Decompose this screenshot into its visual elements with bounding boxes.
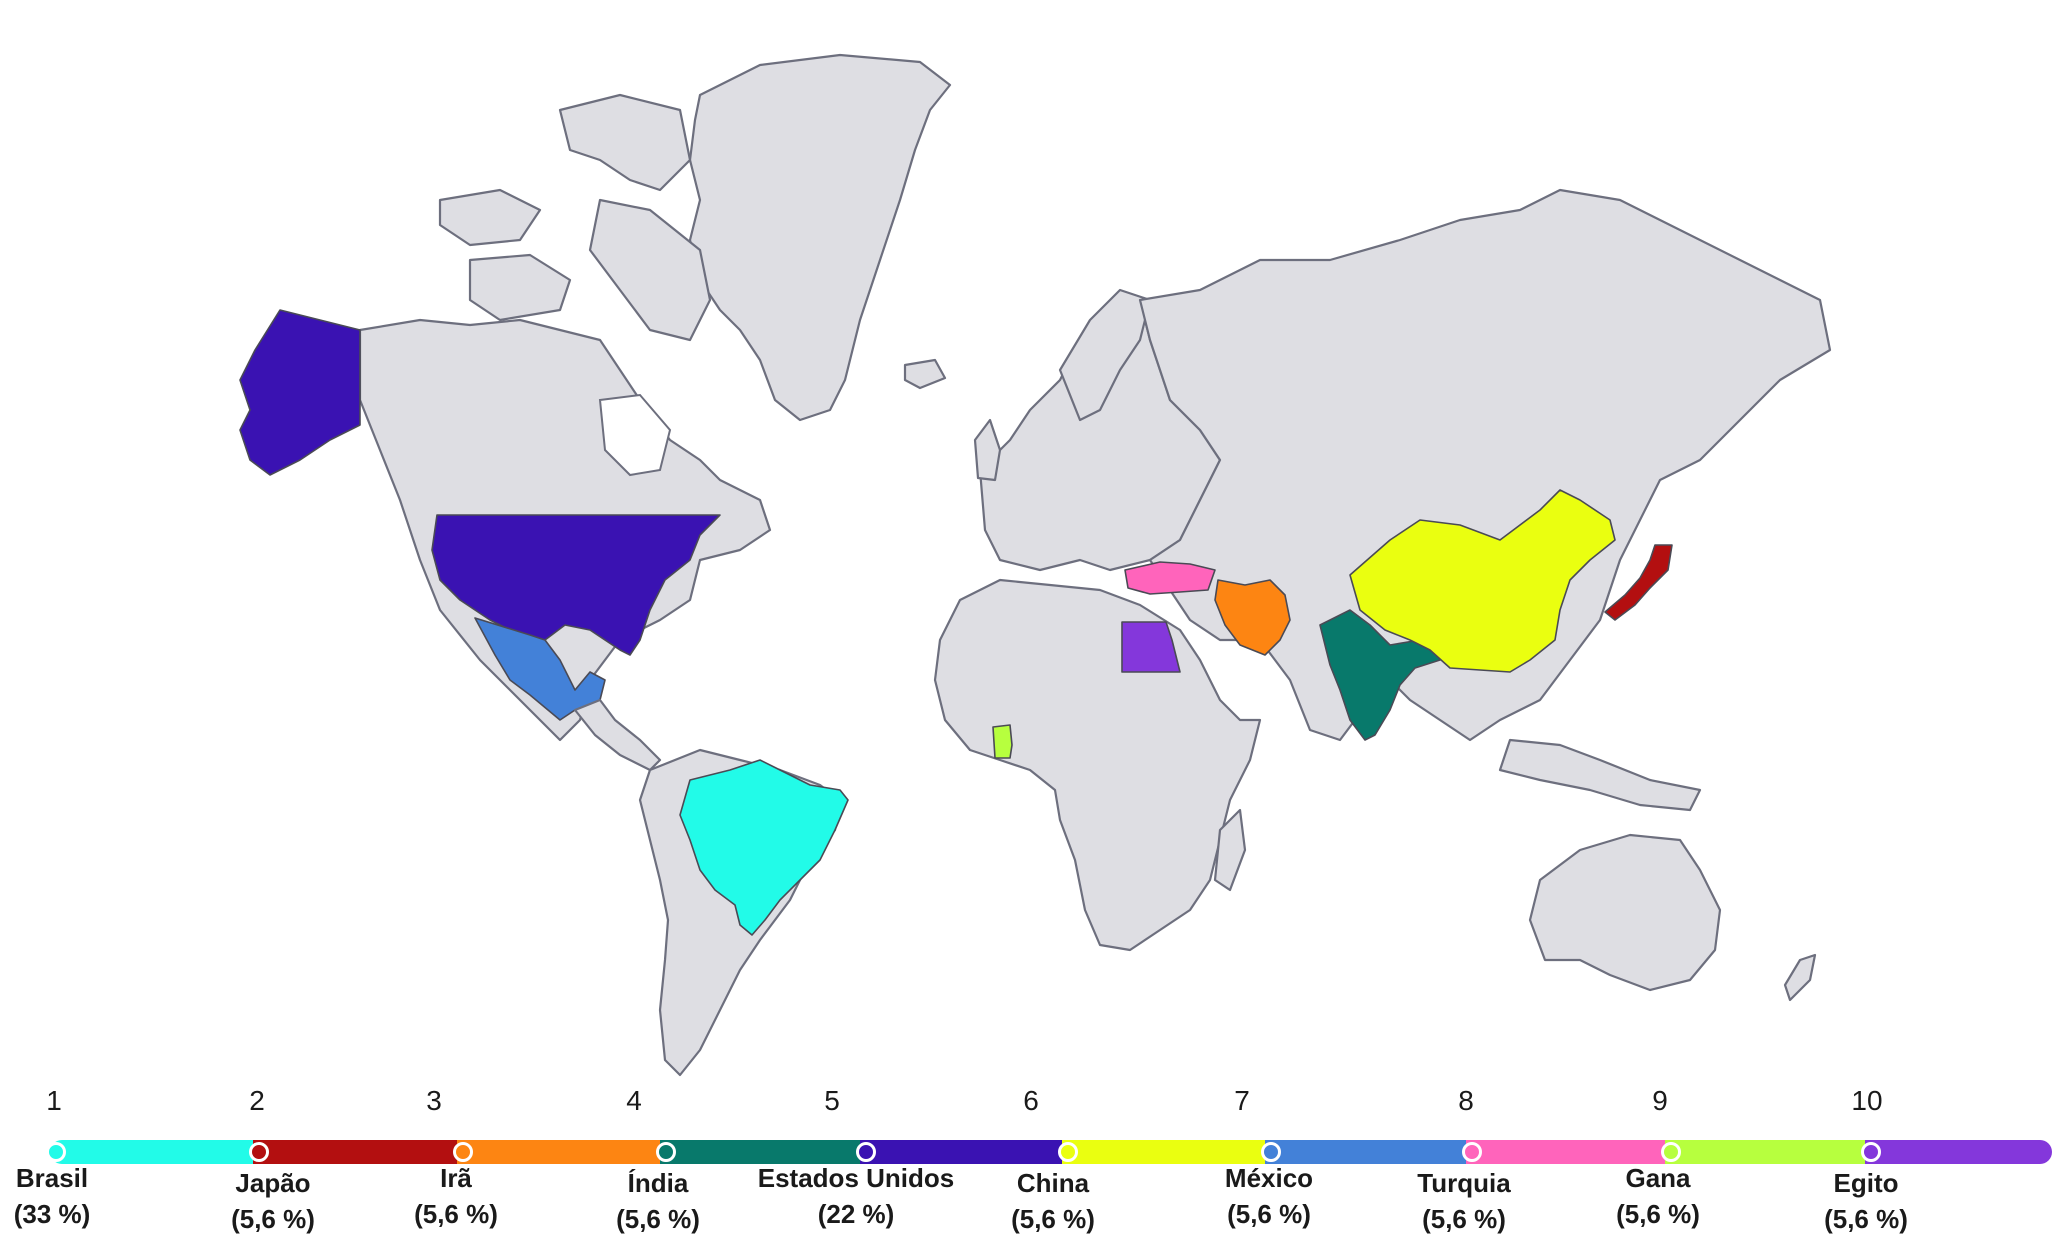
madagascar [1213, 808, 1247, 892]
country-label: México (5,6 %) [1225, 1160, 1313, 1232]
rank-number: 3 [426, 1085, 442, 1116]
country-share: (5,6 %) [616, 1204, 700, 1234]
china-region [1349, 489, 1616, 673]
timeline-segment-9 [1665, 1140, 1865, 1164]
country-name: Estados Unidos [757, 1163, 955, 1193]
uk [973, 418, 1002, 482]
africa [933, 578, 1262, 952]
country-share: (33 %) [13, 1199, 91, 1229]
arctic-islands [558, 93, 692, 192]
baffin-island [588, 198, 712, 342]
country-label: Irã (5,6 %) [414, 1160, 498, 1232]
timeline-segment-8 [1466, 1140, 1665, 1164]
alaska-region [239, 309, 361, 476]
australia [1528, 833, 1722, 992]
rank-number: 9 [1652, 1085, 1668, 1116]
country-name: China [1016, 1168, 1090, 1198]
iran-region [1214, 579, 1291, 656]
rank-number: 1 [46, 1085, 62, 1116]
rank-number: 6 [1023, 1085, 1039, 1116]
central-america [573, 698, 662, 772]
country-name: Japão [235, 1168, 311, 1198]
country-name: Brasil [15, 1163, 89, 1193]
timeline-segment-7 [1265, 1140, 1466, 1164]
country-name: Irã [440, 1163, 472, 1193]
sea-islands [1498, 738, 1702, 812]
iceland [903, 358, 947, 390]
timeline-marker-2 [249, 1142, 269, 1162]
timeline-marker-7 [1261, 1142, 1281, 1162]
rank-number: 8 [1458, 1085, 1474, 1116]
timeline-marker-10 [1861, 1142, 1881, 1162]
timeline-segment-10 [1865, 1140, 2052, 1164]
country-label: Brasil (33 %) [14, 1160, 91, 1232]
timeline-marker-3 [453, 1142, 473, 1162]
new-zealand [1783, 953, 1817, 1002]
timeline-marker-1 [46, 1142, 66, 1162]
country-label: Estados Unidos (22 %) [758, 1160, 954, 1232]
country-name: Turquia [1417, 1168, 1511, 1198]
country-share: (5,6 %) [414, 1199, 498, 1229]
world-map [239, 53, 1832, 1077]
timeline-segment-1 [50, 1140, 253, 1164]
rank-number: 10 [1851, 1085, 1883, 1116]
country-label: Egito (5,6 %) [1824, 1165, 1908, 1237]
timeline-segment-2 [253, 1140, 457, 1164]
country-label: China (5,6 %) [1011, 1165, 1095, 1237]
country-name: Índia [627, 1168, 689, 1198]
country-share: (5,6 %) [1824, 1204, 1908, 1234]
mexico-region [474, 617, 606, 721]
timeline-segment-6 [1062, 1140, 1265, 1164]
country-label: Índia (5,6 %) [616, 1165, 700, 1237]
ghana-region [992, 724, 1013, 759]
arctic-island-3 [468, 253, 572, 322]
country-name: Gana [1625, 1163, 1691, 1193]
country-share: (5,6 %) [1616, 1199, 1700, 1229]
arctic-island-2 [438, 188, 542, 247]
country-name: México [1224, 1163, 1314, 1193]
turkey-region [1124, 561, 1216, 595]
country-name: Egito [1833, 1168, 1899, 1198]
country-label: Japão (5,6 %) [231, 1165, 315, 1237]
country-share: (5,6 %) [1422, 1204, 1506, 1234]
country-share: (5,6 %) [1011, 1204, 1095, 1234]
country-label: Gana (5,6 %) [1616, 1160, 1700, 1232]
country-share: (5,6 %) [231, 1204, 315, 1234]
rank-number: 4 [626, 1085, 642, 1116]
japan-region [1604, 544, 1673, 621]
timeline-marker-5 [856, 1142, 876, 1162]
scandinavia [1058, 288, 1152, 422]
usa-region [431, 514, 721, 656]
greenland [688, 53, 952, 422]
timeline-marker-9 [1661, 1142, 1681, 1162]
rank-number: 7 [1234, 1085, 1250, 1116]
timeline-marker-4 [656, 1142, 676, 1162]
timeline-segment-3 [457, 1140, 660, 1164]
brazil-region [679, 759, 849, 936]
timeline-marker-8 [1462, 1142, 1482, 1162]
rank-number: 2 [249, 1085, 265, 1116]
timeline-segment-4 [660, 1140, 860, 1164]
timeline-segment-5 [860, 1140, 1062, 1164]
country-share: (22 %) [817, 1199, 895, 1229]
country-share: (5,6 %) [1227, 1199, 1311, 1229]
egypt-region [1121, 621, 1181, 673]
country-label: Turquia (5,6 %) [1417, 1165, 1510, 1237]
timeline-marker-6 [1058, 1142, 1078, 1162]
rank-number: 5 [824, 1085, 840, 1116]
